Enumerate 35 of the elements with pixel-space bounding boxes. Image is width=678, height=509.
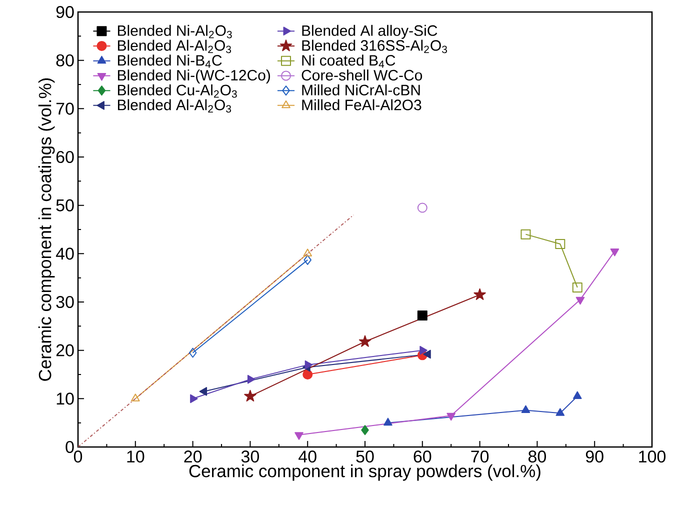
x-tick-label: 10: [127, 450, 144, 463]
legend-label: Blended Al alloy-SiC: [302, 24, 438, 39]
y-tick-label: 20: [56, 344, 74, 356]
legend-label: Blended Ni-Al$_{2}$O$_{3}$: [118, 24, 232, 38]
legend-label: Blended Ni-(WC-12Co): [118, 70, 270, 84]
x-tick-label: 90: [586, 450, 604, 463]
x-tick-label: 40: [298, 450, 316, 463]
legend-label: Blended Cu-Al$_{2}$O$_{3}$: [118, 84, 237, 98]
y-tick-label: 60: [56, 150, 74, 164]
y-axis-title: Ceramic component in coatings (vol.%): [38, 78, 55, 381]
legend-label: Blended Ni-B$_{4}$C: [118, 54, 222, 68]
legend-label: Blended Al-Al$_{2}$O$_{3}$: [118, 40, 232, 54]
y-tick-label: 90: [56, 6, 74, 18]
legend-label: Milled NiCrAl-cBN: [302, 84, 420, 96]
y-tick-label: 80: [56, 54, 74, 66]
legend-label: Core-shell WC-Co: [302, 70, 422, 81]
y-tick-label: 40: [56, 248, 74, 260]
x-tick-label: 0: [74, 450, 82, 463]
x-tick-label: 50: [356, 450, 374, 463]
legend-label: Milled FeAl-Al2O3: [302, 99, 422, 110]
x-tick-label: 20: [184, 450, 202, 463]
legend-label: Blended 316SS-Al$_{2}$O$_{3}$: [302, 40, 448, 54]
legend-label: Ni coated B$_{4}$C: [302, 54, 396, 68]
y-tick-label: 0: [66, 440, 74, 454]
y-tick-label: 10: [56, 392, 74, 405]
y-tick-label: 30: [56, 296, 74, 308]
x-tick-label: 60: [414, 450, 432, 463]
x-tick-label: 100: [639, 450, 666, 463]
x-tick-label: 30: [241, 450, 259, 463]
x-axis-title: Ceramic component in spray powders (vol.%): [189, 464, 540, 481]
x-tick-label: 70: [471, 450, 489, 463]
legend-label: Blended Al-Al$_{2}$O$_{3}$: [118, 99, 232, 113]
x-tick-label: 80: [528, 450, 546, 463]
y-tick-label: 50: [56, 199, 74, 212]
y-tick-label: 70: [56, 102, 74, 115]
